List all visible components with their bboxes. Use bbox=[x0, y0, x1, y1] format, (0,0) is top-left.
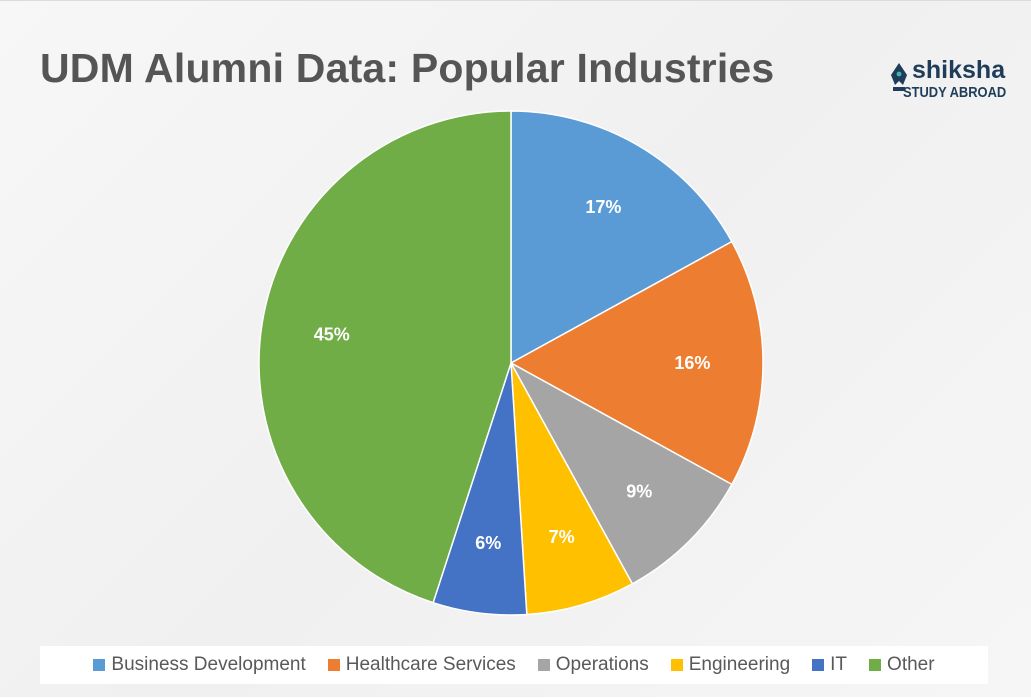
pie-slice-healthcare-services bbox=[509, 240, 764, 486]
chart-legend: Business Development Healthcare Services O… bbox=[40, 646, 988, 684]
chart-title: UDM Alumni Data: Popular Industries bbox=[40, 45, 775, 91]
legend-item-healthcare-services: Healthcare Services bbox=[327, 654, 516, 676]
legend-label: Other bbox=[887, 654, 935, 675]
logo-wordmark: shiksha bbox=[912, 56, 1006, 84]
data-label-healthcare-services: 16% bbox=[674, 353, 710, 373]
legend-swatch bbox=[537, 659, 550, 671]
legend-swatch bbox=[869, 659, 882, 671]
legend-swatch bbox=[670, 659, 683, 671]
logo-subtitle: STUDY ABROAD bbox=[903, 84, 1007, 101]
legend-label: Business Development bbox=[111, 654, 306, 675]
shiksha-logo: shiksha STUDY ABROAD bbox=[888, 56, 1028, 103]
pie-slice-other bbox=[258, 110, 512, 604]
legend-item-other: Other bbox=[869, 654, 935, 676]
legend-swatch bbox=[93, 659, 106, 671]
legend-label: Engineering bbox=[688, 654, 791, 675]
data-label-operations: 9% bbox=[626, 481, 652, 501]
pie-slice-operations bbox=[509, 361, 733, 585]
pie-slice-business-development bbox=[510, 110, 733, 365]
data-label-business-development: 17% bbox=[585, 197, 621, 217]
legend-swatch bbox=[812, 659, 825, 671]
data-label-it: 6% bbox=[475, 533, 501, 553]
legend-item-engineering: Engineering bbox=[670, 654, 791, 676]
data-label-other: 45% bbox=[314, 325, 350, 345]
legend-item-it: IT bbox=[812, 654, 847, 676]
legend-swatch bbox=[327, 659, 340, 671]
legend-label: Healthcare Services bbox=[345, 654, 516, 675]
legend-item-operations: Operations bbox=[537, 654, 649, 676]
legend-label: IT bbox=[830, 654, 848, 675]
legend-item-business-development: Business Development bbox=[93, 654, 306, 676]
pie-slice-engineering bbox=[510, 362, 634, 616]
data-label-engineering: 7% bbox=[549, 527, 575, 547]
legend-label: Operations bbox=[555, 654, 649, 675]
pen-nib-icon bbox=[891, 63, 907, 91]
